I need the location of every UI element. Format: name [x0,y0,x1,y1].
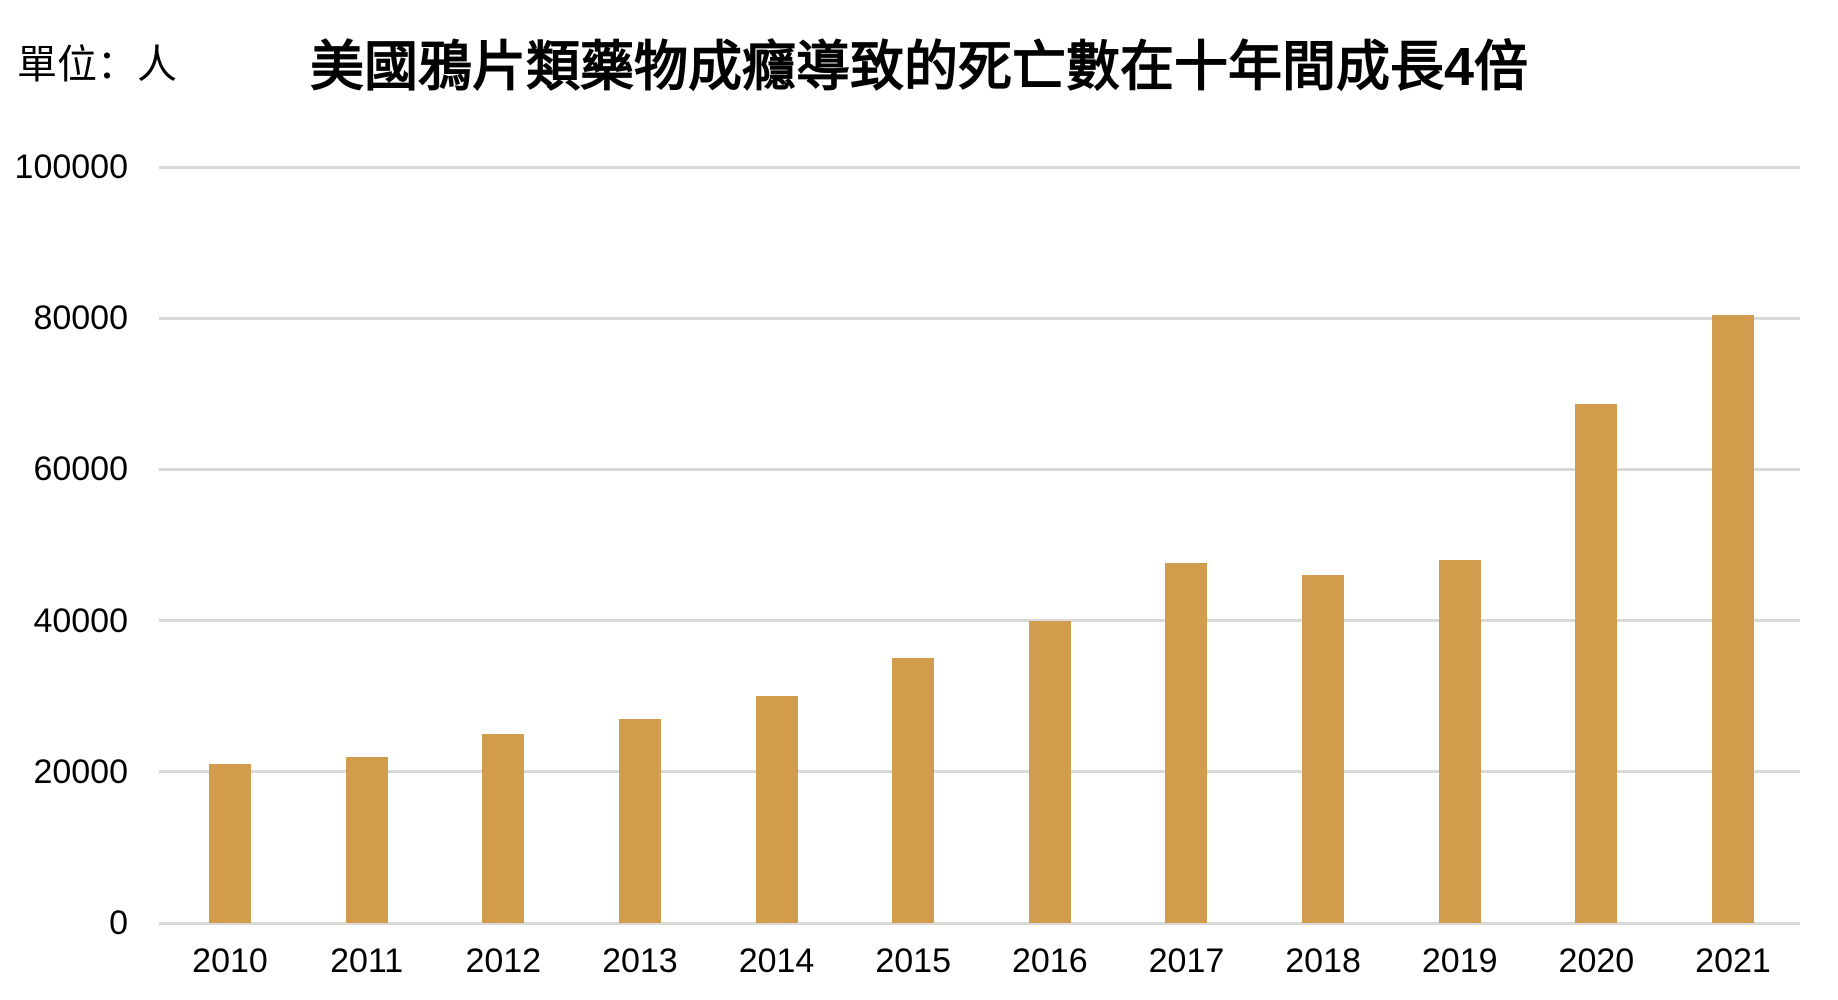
bar-2016 [1028,620,1071,923]
gridline-20000 [159,770,1800,774]
bar-2012 [482,734,525,923]
y-tick-0: 0 [109,904,128,942]
plot-area [159,165,1800,925]
bar-2014 [755,696,798,923]
x-label-2014: 2014 [738,942,815,980]
x-label-2019: 2019 [1421,942,1498,980]
x-label-2012: 2012 [465,942,542,980]
x-label-2018: 2018 [1285,942,1361,980]
gridline-0 [159,921,1800,925]
x-label-2015: 2015 [875,942,951,980]
gridline-60000 [159,467,1800,471]
bar-2019 [1438,560,1481,923]
bar-2011 [345,756,388,923]
gridline-80000 [159,316,1800,320]
bar-2021 [1712,315,1754,923]
gridline-40000 [159,619,1800,623]
x-label-2010: 2010 [192,942,268,980]
y-tick-100000: 100000 [14,148,128,186]
bar-2015 [892,658,935,923]
bar-2013 [618,718,661,923]
gridline-100000 [159,165,1800,169]
unit-label: 單位：人 [17,43,177,87]
x-label-2020: 2020 [1558,942,1635,980]
x-label-2016: 2016 [1011,942,1088,980]
y-axis: 0 20000 40000 60000 80000 100000 [0,0,128,1000]
x-label-2011: 2011 [330,942,404,980]
x-label-2021: 2021 [1695,942,1771,980]
y-tick-80000: 80000 [33,299,128,338]
y-tick-20000: 20000 [33,752,128,791]
bar-2020 [1575,404,1618,923]
bar-2017 [1165,563,1208,923]
bar-2018 [1302,575,1345,923]
chart-title: 美國鴉片類藥物成癮導致的死亡數在十年間成長4倍 [309,37,1529,97]
bar-2010 [209,764,251,923]
x-label-2013: 2013 [602,942,678,980]
x-label-2017: 2017 [1148,942,1225,980]
y-tick-60000: 60000 [33,450,128,489]
y-tick-40000: 40000 [33,601,128,640]
